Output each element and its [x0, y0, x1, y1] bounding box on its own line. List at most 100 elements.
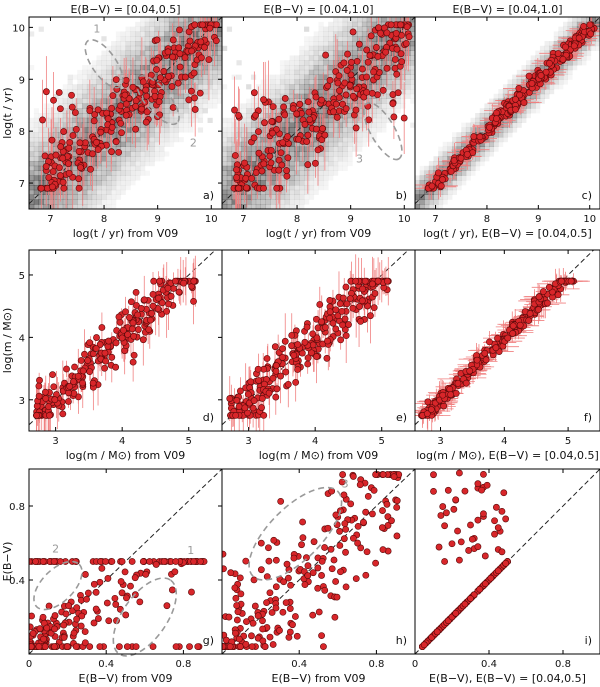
density-cell: [357, 79, 363, 85]
density-cell: [318, 165, 324, 171]
density-cell: [357, 50, 363, 56]
density-cell: [135, 69, 141, 75]
density-cell: [456, 180, 462, 186]
data-point: [205, 56, 213, 64]
data-point: [143, 92, 151, 100]
x-tick-label: 10: [583, 214, 596, 225]
data-point: [212, 37, 220, 45]
density-cell: [265, 93, 271, 99]
density-cell: [29, 31, 35, 37]
density-cell: [106, 60, 112, 66]
data-point: [352, 106, 360, 114]
density-cell: [149, 127, 155, 133]
density-cell: [516, 79, 522, 85]
density-cell: [101, 199, 107, 205]
density-cell: [361, 98, 368, 104]
density-cell: [139, 117, 146, 123]
density-cell: [395, 17, 401, 23]
density-cell: [193, 31, 199, 37]
density-cell: [400, 45, 406, 51]
data-point: [470, 133, 478, 140]
density-cell: [549, 41, 555, 47]
density-cell: [395, 108, 401, 114]
density-cell: [475, 122, 481, 128]
density-cell: [178, 93, 184, 99]
density-cell: [332, 122, 339, 128]
density-cell: [178, 113, 184, 119]
data-point: [191, 106, 199, 113]
density-cell: [586, 41, 592, 47]
data-point: [175, 288, 183, 296]
data-point: [322, 51, 330, 59]
data-point: [71, 363, 78, 371]
density-cell: [33, 180, 40, 186]
density-cell: [222, 123, 227, 128]
density-cell: [304, 84, 310, 90]
density-cell: [96, 170, 102, 176]
density-cell: [323, 41, 329, 47]
data-point: [250, 89, 258, 97]
density-cell: [125, 65, 131, 71]
density-cell: [193, 17, 199, 23]
density-cell: [479, 141, 485, 147]
data-point: [55, 89, 63, 96]
density-cell: [222, 189, 228, 195]
density-cell: [111, 132, 117, 138]
density-cell: [96, 103, 102, 109]
density-cell: [125, 74, 131, 80]
data-point: [383, 29, 391, 37]
density-cell: [563, 74, 569, 80]
density-cell: [135, 170, 141, 176]
density-cell: [275, 103, 281, 109]
density-cell: [144, 26, 151, 32]
density-cell: [275, 122, 281, 128]
data-point: [196, 89, 204, 97]
density-cell: [101, 117, 107, 123]
density-cell: [563, 79, 568, 84]
density-cell: [217, 45, 222, 51]
density-cell: [164, 98, 170, 104]
data-point: [139, 78, 147, 86]
density-cell: [111, 180, 117, 186]
density-cell: [149, 132, 155, 138]
density-cell: [371, 41, 377, 47]
density-cell: [323, 175, 329, 181]
density-cell: [246, 199, 252, 205]
density-cell: [595, 31, 600, 37]
density-cell: [323, 65, 329, 71]
density-cell: [357, 21, 363, 27]
density-cell: [222, 175, 228, 181]
density-cell: [115, 98, 122, 104]
annotation-ellipse: [135, 74, 180, 126]
density-cell: [447, 141, 453, 147]
density-cell: [498, 98, 504, 104]
density-cell: [328, 156, 334, 162]
density-cell: [395, 79, 401, 85]
density-cell: [154, 108, 160, 114]
density-cell: [371, 132, 377, 138]
density-cell: [294, 180, 300, 186]
density-cell: [352, 50, 358, 56]
density-cell: [106, 93, 112, 99]
data-point: [255, 377, 263, 384]
density-cell: [250, 194, 257, 200]
density-cell: [82, 113, 88, 119]
density-cell: [101, 165, 107, 171]
density-cell: [111, 84, 117, 90]
density-cell: [130, 117, 136, 123]
density-cell: [521, 113, 527, 119]
density-cell: [183, 17, 189, 23]
density-cell: [512, 113, 518, 119]
density-cell: [410, 21, 415, 27]
density-cell: [289, 175, 295, 181]
density-cell: [502, 93, 508, 99]
density-cell: [366, 41, 372, 47]
data-point: [50, 96, 57, 104]
density-cell: [323, 141, 329, 147]
density-cell: [38, 127, 44, 133]
density-cell: [366, 69, 372, 75]
density-cell: [159, 141, 165, 147]
density-cell: [33, 185, 40, 191]
density-cell: [154, 21, 160, 27]
density-cell: [33, 165, 40, 171]
